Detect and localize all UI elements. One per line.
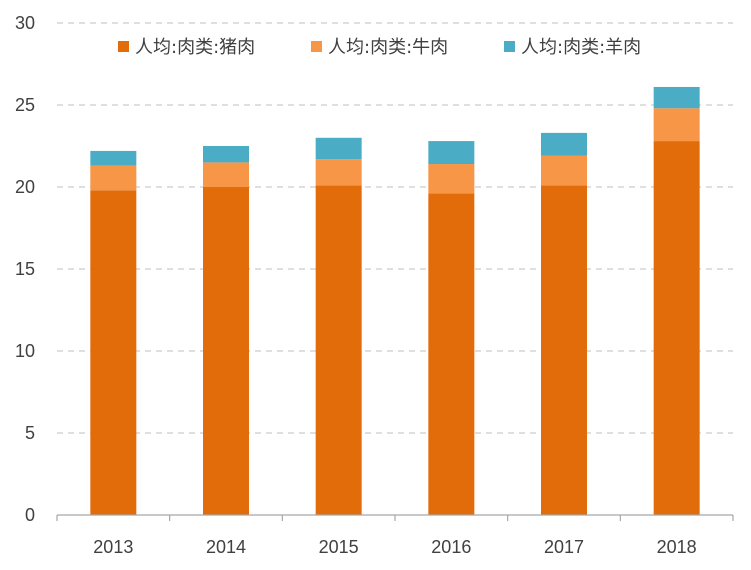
- x-tick-label: 2018: [657, 537, 697, 557]
- bar-segment: [90, 150, 137, 166]
- bar-segment: [428, 141, 475, 165]
- bar-segment: [315, 185, 362, 516]
- bar-segment: [653, 141, 700, 515]
- bar-segment: [428, 164, 475, 194]
- y-tick-label: 25: [15, 95, 35, 115]
- legend: 人均:肉类:猪肉 人均:肉类:牛肉 人均:肉类:羊肉: [118, 37, 641, 58]
- y-tick-label: 30: [15, 13, 35, 33]
- bar-segment: [315, 137, 362, 160]
- x-tick-label: 2015: [319, 537, 359, 557]
- bar-segment: [203, 146, 249, 163]
- legend-item: 人均:肉类:猪肉: [118, 37, 255, 58]
- x-tick-label: 2014: [206, 537, 246, 557]
- y-tick-label: 5: [25, 423, 35, 443]
- bar-segment: [90, 190, 137, 515]
- bar-segment: [653, 108, 700, 142]
- bar-segment: [203, 187, 249, 515]
- legend-label: 人均:肉类:牛肉: [328, 37, 448, 58]
- legend-item: 人均:肉类:牛肉: [311, 37, 448, 58]
- x-axis-ticks: 2013 2014 2015 2016 2017 2018: [93, 537, 696, 557]
- bars: [90, 86, 700, 516]
- legend-item: 人均:肉类:羊肉: [504, 37, 641, 58]
- gridlines: [57, 22, 733, 434]
- y-tick-label: 0: [25, 505, 35, 525]
- x-tick-label: 2017: [544, 537, 584, 557]
- y-tick-label: 15: [15, 259, 35, 279]
- bar-segment: [315, 159, 362, 186]
- legend-swatch: [118, 41, 129, 52]
- x-axis: [56, 514, 734, 521]
- bar-segment: [541, 185, 587, 516]
- legend-label: 人均:肉类:猪肉: [135, 37, 255, 58]
- bar-segment: [90, 165, 137, 191]
- bar-segment: [203, 162, 249, 187]
- y-axis-ticks: 0 5 10 15 20 25 30: [15, 13, 35, 525]
- y-tick-label: 20: [15, 177, 35, 197]
- legend-label: 人均:肉类:羊肉: [521, 37, 641, 58]
- bar-segment: [428, 193, 475, 515]
- y-tick-label: 10: [15, 341, 35, 361]
- bar-segment: [541, 132, 587, 156]
- legend-swatch: [311, 41, 322, 52]
- x-tick-label: 2013: [93, 537, 133, 557]
- legend-swatch: [504, 41, 515, 52]
- bar-segment: [653, 86, 700, 109]
- x-tick-label: 2016: [431, 537, 471, 557]
- bar-segment: [541, 155, 587, 186]
